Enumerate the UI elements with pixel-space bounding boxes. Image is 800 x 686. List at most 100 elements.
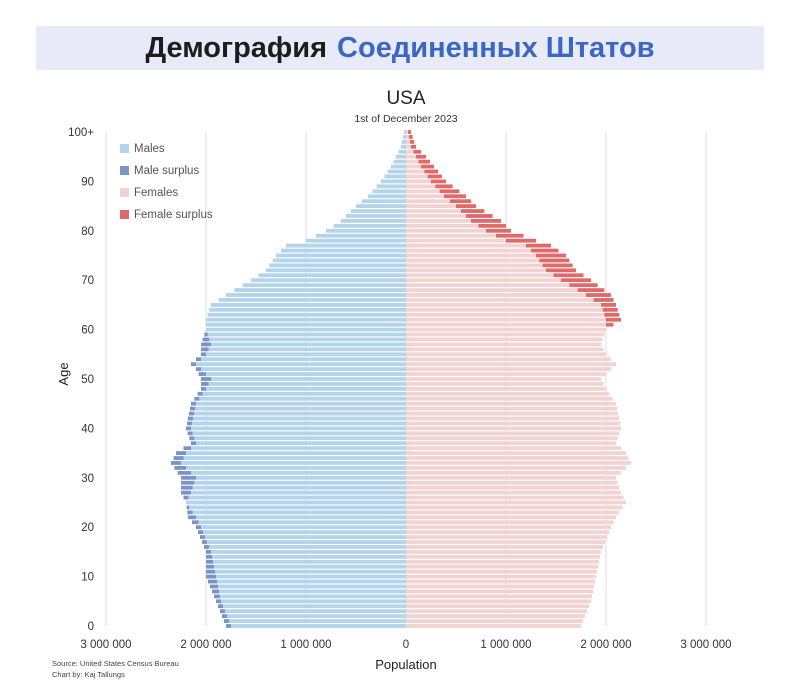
male-surplus-bar-age-28	[181, 485, 193, 490]
male-bar-age-50	[211, 377, 406, 381]
female-surplus-bar-age-94	[418, 159, 430, 164]
female-bar-age-21	[406, 520, 614, 525]
female-bar-age-53	[406, 362, 616, 367]
male-surplus-bar-age-42	[188, 416, 193, 421]
female-surplus-bar-age-96	[413, 149, 421, 154]
female-bar-age-26	[406, 495, 624, 500]
male-surplus-bar-age-49	[201, 382, 209, 386]
x-tick-label-1: 2 000 000	[180, 639, 231, 651]
female-bar-age-5	[406, 599, 591, 604]
male-surplus-bar-age-1	[224, 619, 229, 623]
female-bar-age-46	[406, 396, 613, 401]
male-surplus-bar-age-16	[204, 545, 209, 549]
male-surplus-bar-age-51	[198, 372, 206, 376]
female-bar-age-15	[406, 549, 601, 554]
male-bar-age-76	[281, 248, 406, 253]
female-surplus-bar-age-62	[606, 317, 621, 322]
female-bar-age-22	[406, 515, 616, 520]
male-bar-age-97	[401, 144, 406, 149]
female-surplus-bar-age-67	[586, 293, 611, 297]
male-bar-age-90	[381, 179, 406, 184]
population-pyramid-chart: USA 1st of December 2023 0 10 20 30 40 50 60 70…	[40, 76, 756, 686]
female-surplus-bar-age-89	[435, 184, 453, 189]
male-bar-age-60	[206, 327, 406, 332]
male-bar-age-40	[191, 426, 406, 431]
female-surplus-bar-age-63	[604, 312, 620, 317]
female-surplus-bar-age-65	[601, 302, 616, 307]
banner-title-part1: Демография	[145, 31, 328, 64]
female-bar-age-48	[406, 386, 606, 391]
female-bar-age-1	[406, 619, 583, 623]
male-surplus-bar-age-7	[212, 589, 219, 594]
female-bar-age-99	[406, 135, 409, 139]
male-bar-age-77	[286, 243, 406, 248]
female-surplus-bar-age-98	[410, 139, 415, 144]
male-bar-age-14	[212, 554, 406, 559]
female-bar-age-96	[406, 149, 414, 154]
female-surplus-bar-age-93	[421, 164, 434, 169]
female-bar-age-34	[406, 456, 629, 460]
female-surplus-bar-age-83	[466, 214, 493, 218]
male-surplus-bar-age-54	[196, 357, 201, 362]
male-bar-age-26	[188, 495, 406, 500]
female-bar-age-19	[406, 530, 609, 535]
female-bar-age-16	[406, 545, 603, 549]
female-surplus-bar-age-81	[478, 223, 506, 228]
source-note: Source: United States Census Bureau	[52, 659, 179, 668]
male-surplus-bar-age-30	[181, 475, 196, 480]
male-surplus-bar-age-21	[192, 520, 199, 525]
female-bar-age-55	[406, 352, 606, 357]
female-bar-age-91	[406, 174, 428, 179]
female-bar-age-36	[406, 446, 621, 451]
male-bar-age-38	[194, 436, 406, 441]
female-surplus-bar-age-80	[486, 228, 511, 233]
male-bar-age-62	[206, 317, 406, 322]
female-bar-age-57	[406, 342, 601, 347]
male-bar-age-35	[186, 451, 406, 456]
male-bar-age-20	[201, 525, 406, 530]
female-bar-age-45	[406, 401, 616, 406]
chart-svg: USA 1st of December 2023 0 10 20 30 40 50 60 70…	[52, 88, 732, 679]
male-surplus-bar-age-32	[174, 466, 186, 470]
female-bar-age-93	[406, 164, 421, 169]
legend-males-swatch	[120, 144, 129, 153]
female-bar-age-47	[406, 391, 610, 396]
male-surplus-bar-age-55	[201, 352, 206, 357]
male-bar-age-29	[194, 480, 406, 485]
male-surplus-bar-age-47	[197, 391, 203, 396]
female-bar-age-78	[406, 238, 506, 243]
male-bar-age-37	[196, 441, 406, 446]
male-bar-age-52	[201, 367, 406, 372]
female-bar-age-62	[406, 317, 606, 322]
female-bar-age-81	[406, 223, 479, 228]
y-tick-label-7: 70	[81, 275, 94, 287]
y-tick-label-0: 0	[88, 621, 94, 633]
male-bar-age-66	[218, 298, 406, 302]
female-surplus-bar-age-66	[593, 298, 614, 302]
female-bar-age-88	[406, 189, 440, 194]
male-bar-age-30	[196, 475, 406, 480]
female-bar-age-74	[406, 258, 540, 263]
female-bar-age-11	[406, 569, 597, 574]
male-surplus-bar-age-50	[201, 377, 211, 381]
y-axis-ticks: 0 10 20 30 40 50 60 70 80 90 100+	[68, 127, 94, 633]
y-tick-label-3: 30	[81, 473, 94, 485]
male-surplus-bar-age-10	[206, 574, 216, 579]
male-bar-age-89	[376, 184, 406, 189]
legend-male-surplus-label: Male surplus	[134, 165, 199, 177]
male-bar-age-16	[209, 545, 406, 549]
chart-title: USA	[386, 88, 425, 109]
female-bar-age-60	[406, 327, 606, 332]
male-bar-age-56	[208, 347, 406, 352]
female-bar-age-43	[406, 411, 618, 416]
x-tick-label-5: 2 000 000	[580, 639, 631, 651]
male-surplus-bar-age-37	[191, 441, 196, 446]
male-bar-age-21	[198, 520, 406, 525]
male-surplus-bar-age-23	[187, 510, 193, 515]
legend-female-surplus-label: Female surplus	[134, 209, 213, 221]
female-bar-age-33	[406, 461, 631, 465]
male-surplus-bar-age-35	[176, 451, 186, 456]
male-bar-age-51	[206, 372, 406, 376]
male-bar-age-93	[391, 164, 406, 169]
male-surplus-bar-age-38	[189, 436, 195, 441]
